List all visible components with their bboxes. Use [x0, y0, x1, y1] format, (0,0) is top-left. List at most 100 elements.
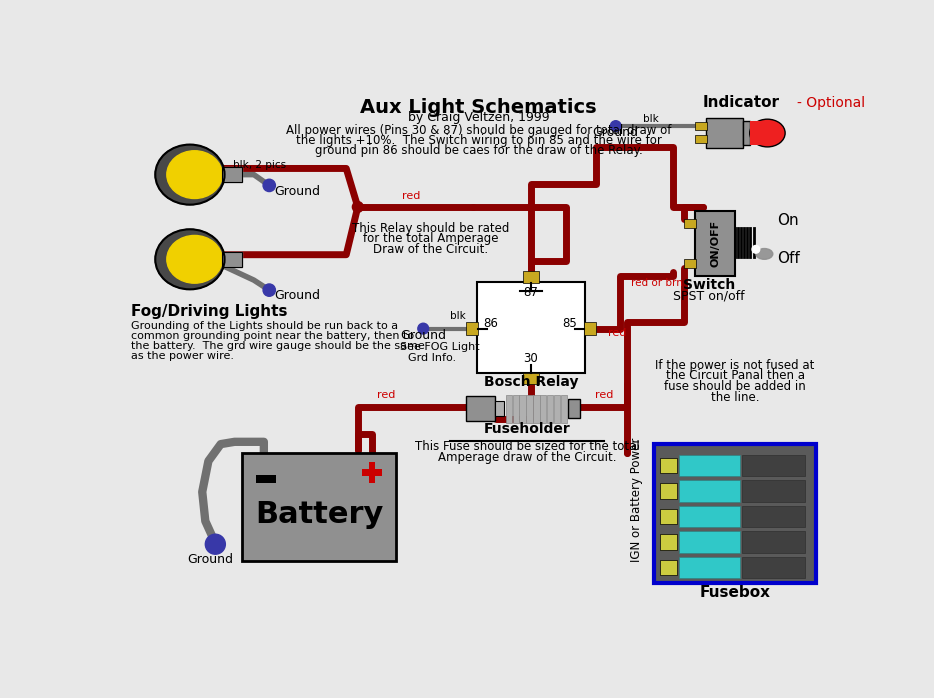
Bar	[554, 395, 560, 422]
Bar	[547, 395, 553, 422]
Bar	[660, 484, 677, 499]
Text: red: red	[403, 191, 421, 201]
Text: red or brn: red or brn	[631, 278, 683, 288]
Bar	[685, 258, 696, 268]
Text: Aux Light Schematics: Aux Light Schematics	[361, 98, 597, 117]
Text: This Fuse should be sized for the total: This Fuse should be sized for the total	[415, 440, 640, 453]
Bar	[742, 480, 805, 502]
Bar	[513, 395, 518, 422]
Text: 30: 30	[524, 352, 538, 366]
Bar	[523, 373, 539, 384]
Bar	[660, 458, 677, 473]
Text: 87: 87	[524, 286, 539, 299]
Text: red: red	[608, 328, 627, 339]
Bar	[660, 509, 677, 524]
Text: Battery: Battery	[255, 500, 384, 530]
Ellipse shape	[167, 151, 222, 198]
Bar	[742, 506, 805, 527]
Text: Fog/Driving Lights: Fog/Driving Lights	[131, 304, 287, 319]
Bar	[742, 556, 805, 578]
Bar	[465, 396, 495, 421]
Circle shape	[205, 534, 225, 554]
Text: red: red	[595, 390, 614, 400]
Bar	[477, 283, 585, 373]
Bar	[654, 444, 816, 583]
Ellipse shape	[756, 248, 772, 260]
Bar	[495, 401, 504, 417]
Ellipse shape	[155, 144, 224, 205]
Text: Grd Info.: Grd Info.	[408, 353, 456, 363]
Bar	[584, 322, 597, 335]
Text: the Circuit Panal then a: the Circuit Panal then a	[666, 369, 804, 383]
Bar	[561, 395, 567, 422]
Text: Ground: Ground	[275, 186, 320, 198]
Text: Amperage draw of the Circuit.: Amperage draw of the Circuit.	[438, 451, 616, 464]
Text: Ground: Ground	[593, 126, 639, 139]
Bar	[750, 121, 768, 144]
Text: Ground: Ground	[275, 290, 320, 302]
Bar	[362, 469, 382, 477]
Text: Ground: Ground	[187, 553, 233, 565]
Text: common grounding point near the battery, then to: common grounding point near the battery,…	[131, 331, 414, 341]
Ellipse shape	[167, 235, 222, 283]
Bar	[706, 119, 743, 148]
Text: for the total Amperage: for the total Amperage	[363, 232, 499, 246]
Text: SPST on/off: SPST on/off	[673, 290, 744, 302]
Text: Bosch Relay: Bosch Relay	[484, 375, 578, 389]
Bar	[742, 531, 805, 553]
Text: Grounding of the Lights should be run back to a: Grounding of the Lights should be run ba…	[131, 320, 398, 331]
Text: Fusebox: Fusebox	[700, 585, 771, 600]
Text: blk: blk	[450, 311, 466, 321]
Bar	[222, 167, 242, 182]
Bar	[222, 251, 242, 267]
Bar	[679, 480, 741, 502]
Text: 85: 85	[562, 317, 577, 330]
Ellipse shape	[750, 119, 785, 147]
Circle shape	[752, 246, 759, 253]
Text: the lights +10%.  The Switch wiring to pin 85 and the wire for: the lights +10%. The Switch wiring to pi…	[296, 134, 661, 147]
Text: If the power is not fused at: If the power is not fused at	[656, 359, 814, 371]
Bar	[527, 395, 532, 422]
Text: by Craig Veltzen, 1999: by Craig Veltzen, 1999	[408, 112, 549, 124]
Text: This Relay should be rated: This Relay should be rated	[352, 221, 510, 235]
Bar	[465, 322, 478, 335]
Circle shape	[610, 121, 621, 131]
Text: the battery.  The grd wire gauge should be the same: the battery. The grd wire gauge should b…	[131, 341, 424, 350]
Circle shape	[417, 323, 429, 334]
Ellipse shape	[155, 229, 224, 290]
Bar	[256, 475, 276, 482]
Bar	[695, 122, 707, 130]
Text: On: On	[777, 213, 800, 228]
Bar	[242, 454, 396, 561]
Circle shape	[352, 202, 363, 212]
Text: Fuseholder: Fuseholder	[484, 422, 571, 436]
Bar	[660, 560, 677, 575]
Circle shape	[263, 284, 276, 296]
Text: Indicator: Indicator	[702, 95, 780, 110]
Bar	[695, 211, 735, 276]
Text: All power wires (Pins 30 & 87) should be gauged for total draw of: All power wires (Pins 30 & 87) should be…	[286, 124, 672, 137]
Bar	[679, 556, 741, 578]
Bar	[369, 462, 375, 484]
Circle shape	[263, 179, 276, 191]
Bar	[222, 251, 242, 267]
Bar	[695, 135, 707, 143]
Text: blk: blk	[643, 114, 658, 124]
Text: IGN or Battery Power: IGN or Battery Power	[630, 438, 643, 562]
Text: 86: 86	[484, 317, 499, 330]
Text: ON/OFF: ON/OFF	[710, 220, 720, 267]
Bar	[523, 271, 539, 283]
Text: red: red	[377, 390, 395, 400]
Bar	[685, 218, 696, 228]
Text: blk, 2 pics: blk, 2 pics	[234, 161, 286, 170]
Text: as the power wire.: as the power wire.	[131, 350, 234, 361]
Bar	[568, 399, 579, 418]
Bar	[742, 455, 805, 477]
Bar	[679, 531, 741, 553]
Bar	[533, 395, 540, 422]
Bar	[505, 395, 512, 422]
Bar	[679, 455, 741, 477]
Text: Draw of the Circuit.: Draw of the Circuit.	[374, 243, 488, 256]
Text: Ground: Ground	[400, 329, 446, 343]
Text: ground pin 86 should be caes for the draw of the Relay.: ground pin 86 should be caes for the dra…	[315, 144, 643, 157]
